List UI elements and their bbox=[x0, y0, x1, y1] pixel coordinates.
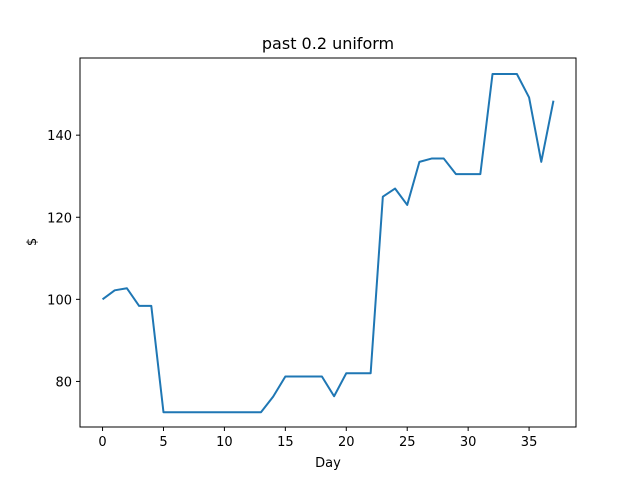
x-tick-label: 15 bbox=[277, 435, 294, 450]
y-axis-label: $ bbox=[25, 238, 40, 246]
x-tick-label: 35 bbox=[521, 435, 538, 450]
x-tick-label: 25 bbox=[399, 435, 416, 450]
x-tick-label: 5 bbox=[159, 435, 167, 450]
x-tick-label: 10 bbox=[216, 435, 233, 450]
x-tick-label: 30 bbox=[460, 435, 477, 450]
x-tick-label: 20 bbox=[338, 435, 355, 450]
series-line-0 bbox=[101, 73, 555, 414]
y-tick-label: 80 bbox=[55, 375, 72, 390]
chart-title: past 0.2 uniform bbox=[262, 34, 394, 53]
y-tick-label: 120 bbox=[47, 211, 72, 226]
y-tick-label: 100 bbox=[47, 293, 72, 308]
plot-area-frame bbox=[79, 57, 577, 428]
x-axis-label: Day bbox=[315, 456, 341, 471]
y-tick-label: 140 bbox=[47, 129, 72, 144]
x-tick-label: 0 bbox=[98, 435, 106, 450]
